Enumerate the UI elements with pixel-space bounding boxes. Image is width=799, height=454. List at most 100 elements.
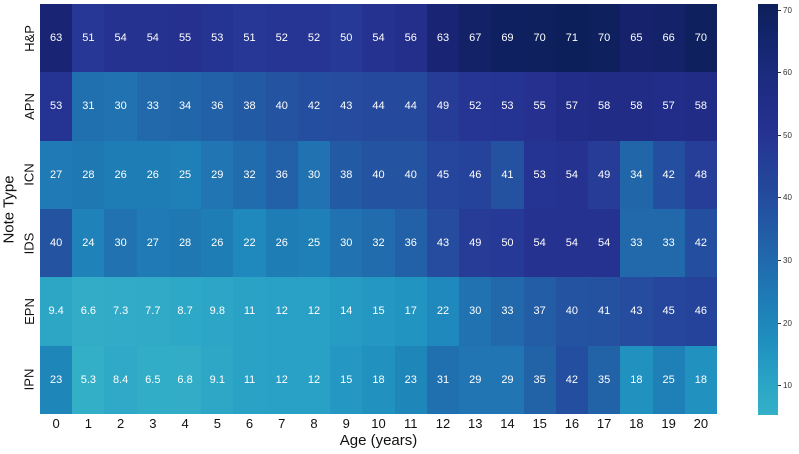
heatmap-cell: 34 bbox=[168, 72, 202, 141]
x-tick-label: 14 bbox=[500, 416, 515, 431]
heatmap-cell: 52 bbox=[297, 4, 331, 73]
heatmap-cell: 29 bbox=[201, 140, 234, 209]
heatmap-cell: 54 bbox=[362, 4, 395, 73]
heatmap-cell: 56 bbox=[394, 4, 427, 73]
heatmap-cell: 33 bbox=[652, 209, 685, 278]
heatmap-cell: 14 bbox=[330, 277, 363, 346]
heatmap-cell: 63 bbox=[426, 4, 460, 73]
x-axis-title: Age (years) bbox=[339, 432, 418, 449]
heatmap-cell: 67 bbox=[459, 4, 492, 73]
colorbar bbox=[758, 4, 778, 415]
y-tick-label: ICN bbox=[21, 163, 37, 187]
heatmap-cell: 43 bbox=[620, 277, 653, 346]
heatmap-cell: 7.7 bbox=[136, 277, 169, 346]
heatmap-cell: 26 bbox=[201, 209, 234, 278]
heatmap-cell: 22 bbox=[233, 209, 266, 278]
x-tick-label: 19 bbox=[661, 416, 676, 431]
heatmap-cell: 46 bbox=[684, 277, 717, 346]
heatmap-cell: 18 bbox=[684, 345, 717, 414]
heatmap-cell: 33 bbox=[136, 72, 169, 141]
heatmap-cell: 57 bbox=[555, 72, 589, 141]
heatmap-cell: 33 bbox=[491, 277, 524, 346]
heatmap-cell: 18 bbox=[620, 345, 653, 414]
heatmap-cell: 15 bbox=[330, 345, 363, 414]
heatmap-cell: 40 bbox=[394, 140, 427, 209]
heatmap-cell: 26 bbox=[136, 140, 169, 209]
y-tick-label: IPN bbox=[21, 368, 37, 391]
x-tick-label: 15 bbox=[532, 416, 547, 431]
heatmap-cell: 6.6 bbox=[72, 277, 105, 346]
heatmap-cell: 42 bbox=[684, 209, 717, 278]
heatmap-grid: 63 51 54 54 55 53 51 52 52 50 54 56 63 67 69 70 71 70 65 66… bbox=[40, 4, 717, 414]
heatmap-cell: 53 bbox=[491, 72, 524, 141]
heatmap-cell: 49 bbox=[459, 209, 492, 278]
heatmap-cell: 12 bbox=[297, 277, 331, 346]
colorbar-tick-label: 30 bbox=[778, 255, 792, 265]
heatmap-cell: 51 bbox=[233, 4, 266, 73]
heatmap-cell: 54 bbox=[104, 4, 137, 73]
heatmap-cell: 50 bbox=[330, 4, 363, 73]
heatmap-cell: 23 bbox=[394, 345, 427, 414]
heatmap-cell: 28 bbox=[168, 209, 202, 278]
heatmap-cell: 53 bbox=[523, 140, 556, 209]
heatmap-cell: 25 bbox=[652, 345, 685, 414]
heatmap-cell: 12 bbox=[265, 277, 298, 346]
heatmap-cell: 43 bbox=[330, 72, 363, 141]
heatmap-cell: 37 bbox=[523, 277, 556, 346]
heatmap-cell: 38 bbox=[330, 140, 363, 209]
heatmap-cell: 40 bbox=[40, 209, 73, 278]
heatmap-cell: 26 bbox=[104, 140, 137, 209]
x-tick-label: 10 bbox=[371, 416, 386, 431]
heatmap-cell: 41 bbox=[491, 140, 524, 209]
heatmap-cell: 25 bbox=[168, 140, 202, 209]
x-axis-ticks: 0 1 2 3 4 5 6 7 8 9 10 11 12 13 14 15 16 17 18 19 20 bbox=[40, 416, 717, 434]
heatmap-cell: 38 bbox=[233, 72, 266, 141]
x-tick-label: 0 bbox=[52, 416, 60, 431]
heatmap-cell: 58 bbox=[588, 72, 621, 141]
heatmap-cell: 57 bbox=[652, 72, 685, 141]
heatmap-cell: 36 bbox=[265, 140, 298, 209]
colorbar-tick-label: 10 bbox=[778, 381, 792, 391]
heatmap-cell: 5.3 bbox=[72, 345, 105, 414]
heatmap-cell: 41 bbox=[588, 277, 621, 346]
heatmap-cell: 52 bbox=[459, 72, 492, 141]
heatmap-cell: 18 bbox=[362, 345, 395, 414]
heatmap-cell: 54 bbox=[555, 209, 589, 278]
heatmap-cell: 48 bbox=[684, 140, 717, 209]
heatmap-cell: 35 bbox=[523, 345, 556, 414]
colorbar-tick-label: 50 bbox=[778, 130, 792, 140]
heatmap-cell: 24 bbox=[72, 209, 105, 278]
x-tick-label: 18 bbox=[629, 416, 644, 431]
x-tick-label: 16 bbox=[564, 416, 580, 431]
heatmap-cell: 65 bbox=[620, 4, 653, 73]
heatmap-cell: 22 bbox=[426, 277, 460, 346]
heatmap-cell: 40 bbox=[555, 277, 589, 346]
heatmap-cell: 40 bbox=[265, 72, 298, 141]
heatmap-cell: 30 bbox=[104, 209, 137, 278]
y-axis-title: Note Type bbox=[0, 174, 18, 244]
heatmap-cell: 53 bbox=[201, 4, 234, 73]
heatmap-cell: 58 bbox=[684, 72, 717, 141]
heatmap-cell: 70 bbox=[684, 4, 717, 73]
heatmap-cell: 35 bbox=[588, 345, 621, 414]
colorbar-tick-label: 70 bbox=[778, 5, 792, 15]
x-tick-label: 7 bbox=[278, 416, 286, 431]
heatmap-cell: 45 bbox=[652, 277, 685, 346]
y-tick-label: EPN bbox=[21, 298, 37, 325]
heatmap-cell: 58 bbox=[620, 72, 653, 141]
heatmap-cell: 45 bbox=[426, 140, 460, 209]
heatmap-cell: 12 bbox=[297, 345, 331, 414]
x-tick-label: 20 bbox=[693, 416, 709, 431]
x-tick-label: 4 bbox=[181, 416, 189, 431]
x-tick-label: 11 bbox=[403, 416, 418, 431]
heatmap-cell: 51 bbox=[72, 4, 105, 73]
heatmap-cell: 42 bbox=[555, 345, 589, 414]
heatmap-cell: 28 bbox=[72, 140, 105, 209]
heatmap-cell: 30 bbox=[459, 277, 492, 346]
heatmap-cell: 8.7 bbox=[168, 277, 202, 346]
heatmap-cell: 49 bbox=[588, 140, 621, 209]
heatmap-cell: 33 bbox=[620, 209, 653, 278]
x-tick-label: 13 bbox=[467, 416, 483, 431]
colorbar-tick-label: 60 bbox=[778, 68, 792, 78]
heatmap-cell: 52 bbox=[265, 4, 298, 73]
